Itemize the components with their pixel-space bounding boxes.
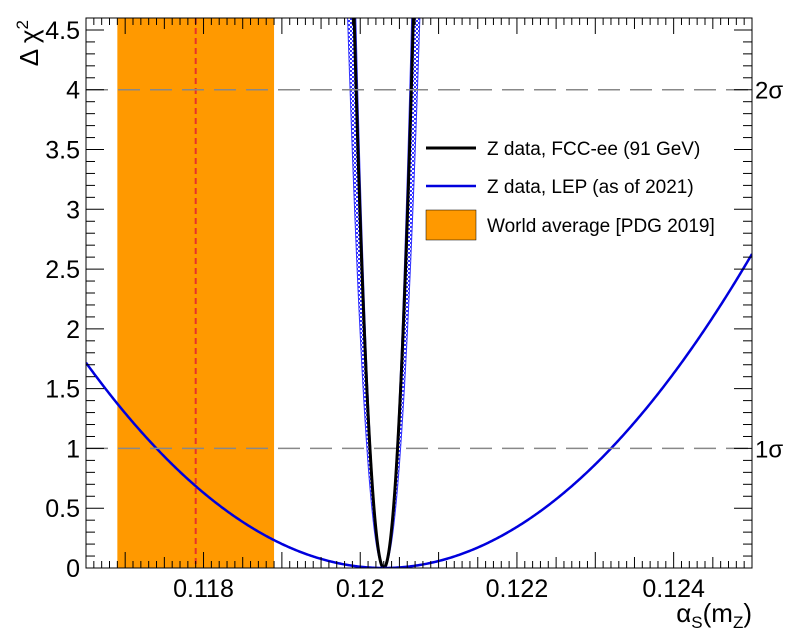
plot-frame bbox=[85, 17, 753, 569]
legend-world-average-swatch bbox=[425, 209, 477, 241]
y-tick-label: 3.5 bbox=[45, 137, 80, 165]
legend-world-average-label: World average [PDG 2019] bbox=[487, 216, 715, 237]
y-tick-labels: 0 0.5 1 1.5 2 2.5 3 3.5 4 4.5 bbox=[45, 17, 80, 583]
x-tick-label: 0.118 bbox=[173, 575, 234, 603]
y-tick-label: 1 bbox=[66, 435, 80, 463]
y-tick-label: 0.5 bbox=[45, 495, 80, 523]
x-tick-label: 0.122 bbox=[486, 575, 549, 603]
lep-curve bbox=[86, 253, 752, 568]
two-sigma-label: 2σ bbox=[755, 78, 783, 105]
fcc-ee-curve bbox=[352, 18, 415, 568]
y-tick-label: 2.5 bbox=[45, 256, 80, 284]
y-tick-label: 3 bbox=[66, 196, 80, 224]
axis-ticks bbox=[85, 17, 753, 569]
y-tick-label: 2 bbox=[66, 316, 80, 344]
x-tick-labels: 0.118 0.12 0.122 0.124 bbox=[173, 575, 705, 603]
one-sigma-label: 1σ bbox=[755, 436, 783, 463]
legend-fcc-ee-label: Z data, FCC-ee (91 GeV) bbox=[487, 139, 700, 160]
x-axis-title: αS(mZ) bbox=[676, 598, 752, 632]
legend: Z data, FCC-ee (91 GeV) Z data, LEP (as … bbox=[425, 139, 715, 241]
y-axis-title: Δ χ2 bbox=[13, 20, 44, 66]
y-tick-label: 4.5 bbox=[45, 17, 80, 45]
y-tick-label: 4 bbox=[66, 77, 80, 105]
legend-lep-label: Z data, LEP (as of 2021) bbox=[487, 177, 694, 198]
x-tick-label: 0.12 bbox=[336, 575, 385, 603]
y-tick-label: 1.5 bbox=[45, 376, 80, 404]
y-tick-label: 0 bbox=[66, 555, 80, 583]
x-tick-label: 0.124 bbox=[642, 575, 705, 603]
